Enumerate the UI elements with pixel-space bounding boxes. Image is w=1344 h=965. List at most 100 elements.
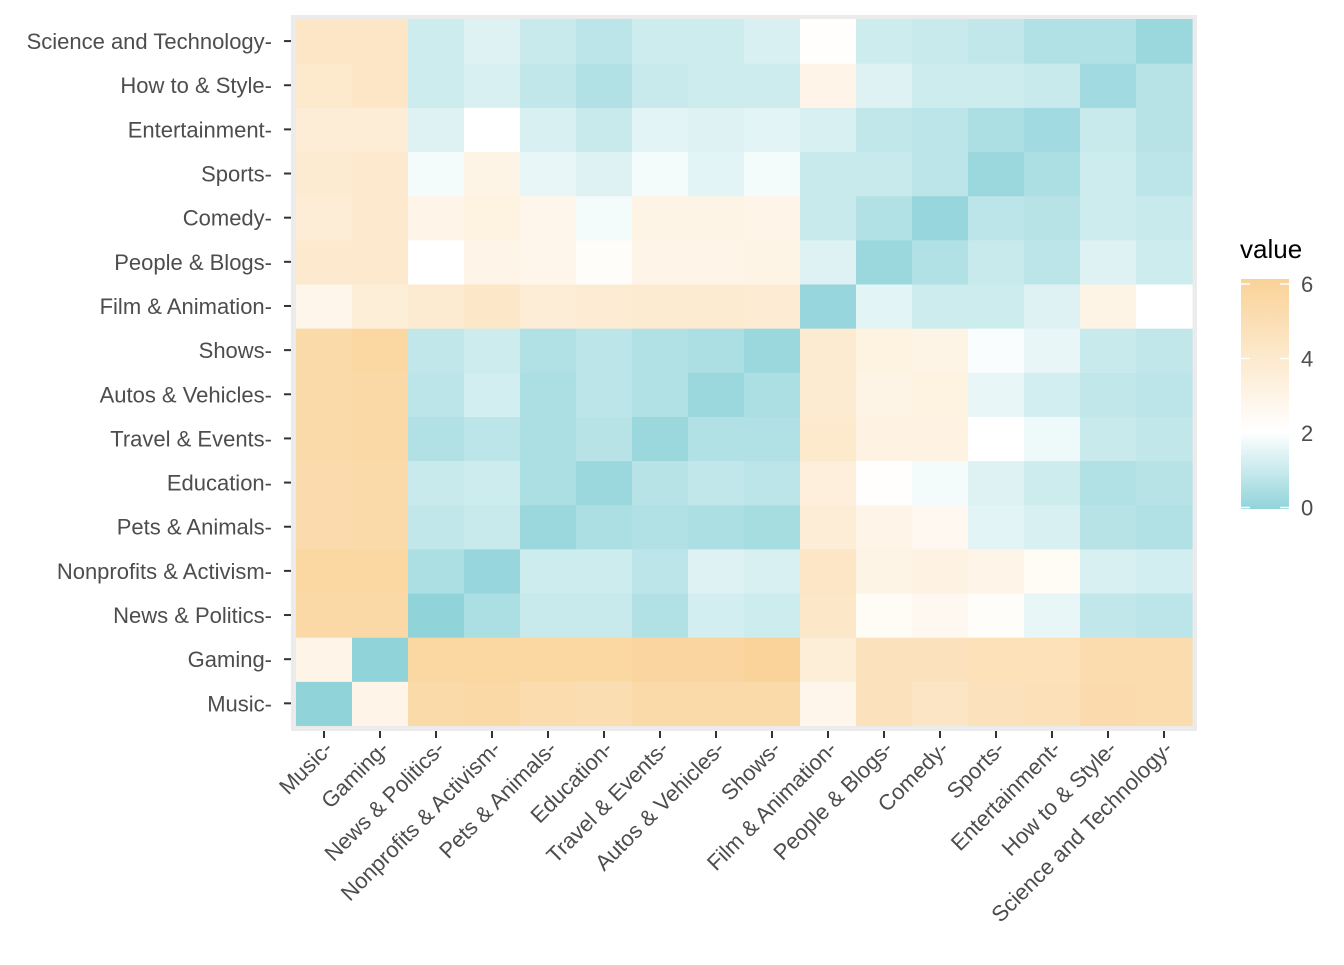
heatmap-cell — [1080, 151, 1137, 197]
heatmap-cell — [1024, 592, 1081, 638]
heatmap-cell — [296, 592, 353, 638]
heatmap-cell — [520, 548, 577, 594]
heatmap-cell — [856, 372, 913, 417]
legend-tick-label: 2 — [1301, 421, 1313, 446]
heatmap-cell — [968, 372, 1025, 417]
x-axis: Music-Gaming-News & Politics-Nonprofits … — [274, 731, 1178, 927]
heatmap-cell — [688, 328, 745, 373]
heatmap-cell — [1080, 239, 1137, 285]
heatmap-cell — [1080, 548, 1137, 594]
y-tick-label: Entertainment- — [128, 117, 272, 142]
heatmap-cell — [464, 63, 521, 108]
heatmap-cell — [912, 283, 969, 329]
heatmap-cell — [576, 239, 633, 285]
heatmap-cell — [408, 548, 465, 594]
heatmap-cell — [1080, 19, 1137, 64]
heatmap-cell — [968, 681, 1025, 726]
heatmap-cell — [576, 19, 633, 64]
heatmap-cell — [744, 637, 801, 682]
y-tick-label: Comedy- — [183, 206, 272, 231]
heatmap-cell — [520, 637, 577, 682]
heatmap-cell — [632, 19, 689, 64]
heatmap-cell — [1024, 195, 1081, 241]
heatmap-cell — [912, 372, 969, 417]
heatmap-cell — [968, 283, 1025, 329]
heatmap-cell — [1136, 107, 1193, 153]
heatmap-cell — [968, 107, 1025, 153]
heatmap-cell — [1136, 372, 1193, 417]
heatmap-cell — [520, 681, 577, 726]
heatmap-cell — [464, 328, 521, 373]
heatmap-cell — [296, 239, 353, 285]
heatmap-cell — [464, 681, 521, 726]
heatmap-cell — [1024, 504, 1081, 550]
heatmap-cell — [1136, 548, 1193, 594]
heatmap-cell — [408, 592, 465, 638]
heatmap-cell — [632, 372, 689, 417]
heatmap-cell — [576, 283, 633, 329]
heatmap-cell — [856, 239, 913, 285]
heatmap-cell — [1024, 637, 1081, 682]
y-tick-label: Sports- — [201, 162, 272, 187]
heatmap-cell — [1024, 239, 1081, 285]
heatmap-cell — [296, 372, 353, 417]
heatmap-cell — [464, 460, 521, 506]
heatmap-cell — [632, 416, 689, 462]
heatmap-cell — [1080, 460, 1137, 506]
y-tick-label: Gaming- — [188, 647, 272, 672]
heatmap-cell — [408, 328, 465, 373]
heatmap-cells — [296, 19, 1193, 726]
heatmap-cell — [968, 637, 1025, 682]
heatmap-cell — [1136, 328, 1193, 373]
heatmap-cell — [352, 681, 409, 726]
heatmap-cell — [408, 239, 465, 285]
heatmap-cell — [632, 592, 689, 638]
heatmap-cell — [912, 504, 969, 550]
heatmap-cell — [688, 372, 745, 417]
heatmap-cell — [296, 328, 353, 373]
heatmap-cell — [800, 592, 857, 638]
heatmap-cell — [464, 19, 521, 64]
heatmap-cell — [520, 283, 577, 329]
heatmap-cell — [968, 195, 1025, 241]
heatmap-cell — [688, 239, 745, 285]
heatmap-cell — [688, 504, 745, 550]
heatmap-cell — [1024, 283, 1081, 329]
heatmap-cell — [1136, 239, 1193, 285]
heatmap-cell — [408, 283, 465, 329]
heatmap-cell — [352, 107, 409, 153]
heatmap-cell — [352, 283, 409, 329]
heatmap-cell — [520, 195, 577, 241]
heatmap-cell — [1024, 372, 1081, 417]
heatmap-cell — [800, 637, 857, 682]
heatmap-cell — [856, 283, 913, 329]
y-tick-label: People & Blogs- — [114, 250, 272, 275]
heatmap-cell — [576, 416, 633, 462]
heatmap-cell — [968, 328, 1025, 373]
heatmap-cell — [1024, 107, 1081, 153]
heatmap-cell — [632, 63, 689, 108]
heatmap-cell — [800, 195, 857, 241]
heatmap-cell — [1080, 637, 1137, 682]
heatmap-cell — [352, 372, 409, 417]
heatmap-cell — [688, 195, 745, 241]
heatmap-cell — [688, 460, 745, 506]
heatmap-cell — [576, 637, 633, 682]
heatmap-cell — [688, 416, 745, 462]
heatmap-cell — [688, 637, 745, 682]
heatmap-cell — [744, 504, 801, 550]
heatmap-cell — [576, 460, 633, 506]
heatmap-cell — [1136, 681, 1193, 726]
heatmap-cell — [1024, 328, 1081, 373]
heatmap-cell — [1080, 504, 1137, 550]
heatmap-cell — [576, 328, 633, 373]
heatmap-cell — [520, 19, 577, 64]
heatmap-cell — [912, 63, 969, 108]
heatmap-cell — [912, 195, 969, 241]
y-tick-label: Autos & Vehicles- — [100, 382, 272, 407]
heatmap-cell — [968, 460, 1025, 506]
heatmap-cell — [464, 283, 521, 329]
heatmap-cell — [352, 328, 409, 373]
